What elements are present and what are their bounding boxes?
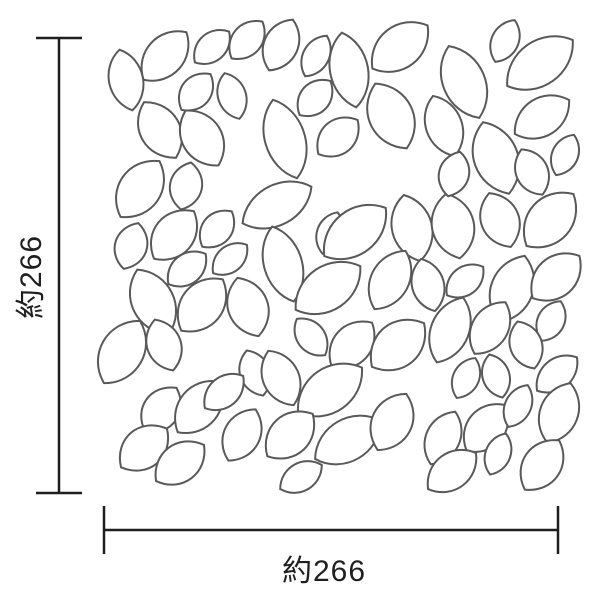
leaf-tile bbox=[428, 296, 472, 364]
leaf-tile bbox=[367, 249, 413, 311]
leaf-tile bbox=[221, 408, 263, 462]
leaf-tile bbox=[370, 21, 430, 73]
leaf-tile bbox=[369, 392, 415, 452]
leaf-tile bbox=[260, 349, 302, 407]
leaf-tile bbox=[168, 161, 204, 211]
leaf-tile bbox=[437, 150, 471, 198]
leaf-tile bbox=[316, 116, 360, 158]
leaf-tile bbox=[514, 148, 550, 196]
leaf-tile bbox=[149, 209, 199, 261]
leaf-tile bbox=[426, 448, 478, 494]
leaf-tile bbox=[241, 180, 313, 230]
leaf-tile bbox=[154, 440, 206, 486]
leaf-tile bbox=[261, 18, 301, 72]
leaf-tile bbox=[293, 317, 329, 357]
leaf-tile bbox=[113, 222, 149, 270]
leaf-tile bbox=[550, 133, 580, 177]
leaf-tile bbox=[410, 257, 446, 313]
leaf-tile bbox=[216, 72, 248, 120]
leaf-tile bbox=[314, 414, 382, 466]
leaf-tile bbox=[176, 277, 228, 333]
leaf-tile bbox=[513, 94, 571, 140]
leaf-tile bbox=[481, 353, 511, 399]
leaf-tile bbox=[519, 439, 565, 491]
leaf-tile bbox=[439, 45, 489, 119]
leaf-tile bbox=[203, 373, 245, 411]
leaf-tile bbox=[530, 252, 582, 302]
leaf-tile bbox=[115, 160, 165, 218]
leaf-tile bbox=[468, 301, 512, 355]
leaf-tile bbox=[489, 19, 521, 63]
leaf-tile bbox=[279, 460, 323, 494]
leaf-tile bbox=[166, 250, 208, 288]
leaf-tile bbox=[137, 101, 183, 159]
leaf-tile bbox=[177, 72, 215, 112]
leaf-tile bbox=[328, 31, 370, 109]
leaf-tile bbox=[211, 242, 249, 276]
leaf-tile bbox=[264, 410, 316, 460]
leaf-tile bbox=[508, 320, 544, 370]
leaf-tile bbox=[445, 263, 485, 299]
leaf-tile bbox=[296, 78, 334, 118]
leaf-tile bbox=[198, 209, 236, 249]
leaf-tile bbox=[140, 30, 190, 82]
leaf-tile bbox=[479, 192, 521, 248]
leaf-tile bbox=[323, 203, 387, 261]
leaf-tile bbox=[262, 98, 308, 180]
horizontal-dimension-label: 約266 bbox=[281, 555, 367, 588]
leaf-tile bbox=[430, 192, 476, 260]
leaf-tile bbox=[522, 191, 578, 249]
leaf-tile bbox=[193, 29, 231, 65]
leaf-tile bbox=[506, 35, 574, 91]
vertical-dimension-label: 約266 bbox=[15, 234, 48, 320]
leaf-tile bbox=[366, 82, 416, 150]
leaf-tile bbox=[471, 121, 521, 195]
leaf-tile bbox=[228, 19, 266, 61]
dimension-lines-group bbox=[36, 36, 560, 554]
leaf-tile bbox=[107, 48, 145, 112]
leaf-tile bbox=[226, 276, 270, 338]
leaf-tiles-group bbox=[96, 18, 582, 494]
leaf-tile bbox=[145, 318, 183, 372]
leaf-tile bbox=[483, 432, 513, 476]
leaf-tile bbox=[502, 384, 534, 428]
leaf-tile bbox=[179, 109, 225, 167]
leaf-tile bbox=[294, 260, 362, 316]
leaf-tile bbox=[96, 319, 148, 385]
leaf-tile bbox=[450, 357, 482, 399]
leaf-tile bbox=[369, 318, 427, 372]
leaf-tile bbox=[261, 225, 305, 303]
